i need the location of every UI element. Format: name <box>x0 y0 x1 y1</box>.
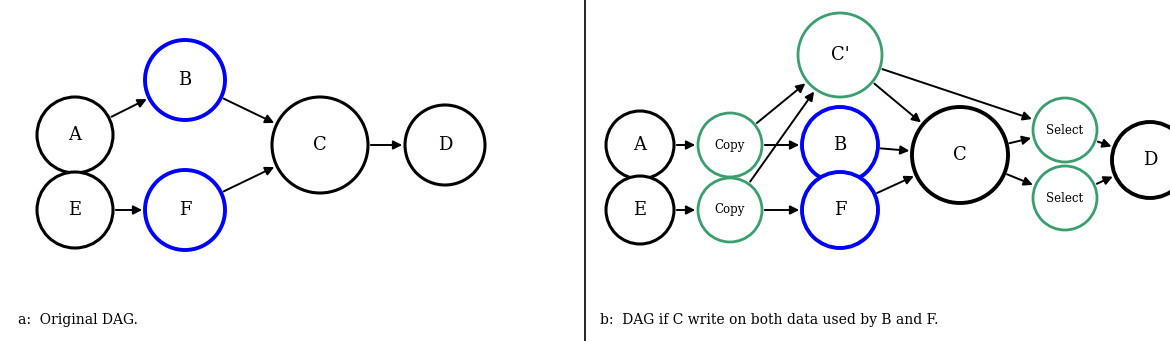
Text: A: A <box>633 136 647 154</box>
Text: Select: Select <box>1046 192 1083 205</box>
Circle shape <box>911 107 1009 203</box>
Text: E: E <box>68 201 82 219</box>
Circle shape <box>37 172 113 248</box>
Circle shape <box>798 13 882 97</box>
Circle shape <box>405 105 486 185</box>
Text: F: F <box>834 201 846 219</box>
Circle shape <box>1112 122 1170 198</box>
Text: a:  Original DAG.: a: Original DAG. <box>18 313 138 327</box>
Circle shape <box>606 111 674 179</box>
Text: Copy: Copy <box>715 204 745 217</box>
Text: Select: Select <box>1046 123 1083 136</box>
Text: E: E <box>633 201 647 219</box>
Circle shape <box>1033 166 1097 230</box>
Circle shape <box>37 97 113 173</box>
Circle shape <box>145 40 225 120</box>
Text: Copy: Copy <box>715 138 745 151</box>
Circle shape <box>698 178 762 242</box>
Text: C: C <box>314 136 326 154</box>
Text: D: D <box>1143 151 1157 169</box>
Circle shape <box>606 176 674 244</box>
Text: B: B <box>178 71 192 89</box>
Circle shape <box>1033 98 1097 162</box>
Text: D: D <box>438 136 452 154</box>
Circle shape <box>145 170 225 250</box>
Text: F: F <box>179 201 191 219</box>
Text: B: B <box>833 136 847 154</box>
Circle shape <box>801 107 878 183</box>
Circle shape <box>801 172 878 248</box>
Text: C': C' <box>831 46 849 64</box>
Circle shape <box>271 97 369 193</box>
Text: C: C <box>954 146 966 164</box>
Text: b:  DAG if C write on both data used by B and F.: b: DAG if C write on both data used by B… <box>600 313 938 327</box>
Text: A: A <box>69 126 82 144</box>
Circle shape <box>698 113 762 177</box>
